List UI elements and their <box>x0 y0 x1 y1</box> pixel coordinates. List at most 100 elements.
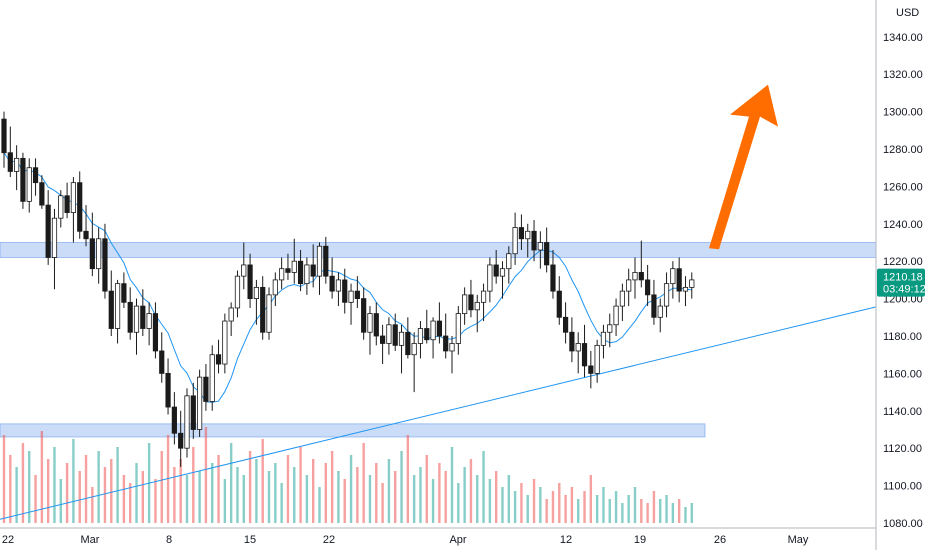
candle-body <box>297 260 304 285</box>
candle <box>190 382 196 439</box>
volume-bar <box>267 471 271 523</box>
candle-body <box>241 264 247 277</box>
time-tick-label: 8 <box>166 534 172 546</box>
candle <box>209 345 215 411</box>
candle <box>556 276 562 325</box>
resistance-zone <box>0 242 877 258</box>
candle-body <box>651 294 657 318</box>
candle <box>411 332 417 393</box>
candle <box>146 302 152 346</box>
moving-average-line <box>3 152 692 403</box>
volume-bar <box>9 455 12 523</box>
candle-body <box>600 331 607 346</box>
candle-body <box>474 301 480 311</box>
forecast-arrow <box>709 84 778 250</box>
candle-body <box>14 157 20 172</box>
volume-bar <box>78 471 81 523</box>
candle-body <box>354 290 360 299</box>
candle <box>83 205 89 247</box>
candle-body <box>424 328 430 341</box>
volume-bar <box>21 443 25 523</box>
volume-bar <box>261 439 264 523</box>
trendline <box>0 306 877 520</box>
candle <box>70 177 77 243</box>
candle-body <box>430 320 436 341</box>
time-axis[interactable]: 22 Mar 8 15 22 Apr 12 19 26 May <box>0 527 876 546</box>
volume-bar <box>280 483 283 523</box>
candle <box>279 257 285 290</box>
volume-bar <box>274 463 277 523</box>
volume-bar <box>431 479 435 523</box>
candle <box>468 279 474 318</box>
candle <box>133 298 140 355</box>
candle <box>689 272 695 299</box>
candle-body <box>83 230 89 240</box>
volume-bar <box>551 491 555 523</box>
candle-body <box>279 268 285 281</box>
candle <box>7 126 13 178</box>
candle-body <box>222 320 228 365</box>
candle-body <box>335 279 342 292</box>
candle-body <box>386 324 392 344</box>
candle <box>241 242 247 290</box>
candle <box>417 321 424 359</box>
candle-body <box>480 290 487 303</box>
candle-body <box>310 264 316 277</box>
candle <box>638 240 644 288</box>
volume-bar <box>583 491 586 523</box>
candle <box>342 268 348 314</box>
candle <box>619 283 625 322</box>
candle-body <box>329 275 335 292</box>
candle <box>361 287 367 340</box>
volume-bar <box>91 487 94 523</box>
candle-body <box>379 335 386 344</box>
volume-bar <box>577 499 580 523</box>
candle <box>386 317 392 355</box>
volume-bar <box>412 475 416 523</box>
volume-bar <box>652 491 656 523</box>
volume-bar <box>614 491 618 523</box>
candle-body <box>417 328 424 344</box>
candle <box>234 270 241 318</box>
candle-body <box>342 279 348 303</box>
candle <box>645 264 651 307</box>
candle <box>367 306 373 355</box>
volume-bar <box>665 495 668 523</box>
price-axis[interactable]: 1080.00 1100.00 1120.00 1140.00 1160.00 1180.… <box>875 0 923 550</box>
candle-body <box>405 331 411 356</box>
candle-body <box>140 305 146 329</box>
candle-body <box>594 344 600 374</box>
candle-body <box>70 182 77 213</box>
candle <box>266 287 272 340</box>
candle-body <box>121 283 127 303</box>
candle <box>171 392 177 445</box>
volume-bar <box>192 447 195 523</box>
volume-bar <box>217 455 220 523</box>
candle-body <box>392 324 398 346</box>
volume-bar <box>97 451 100 523</box>
volume-bar <box>236 467 239 523</box>
volume-bar <box>356 467 359 523</box>
volume-bar <box>173 467 176 523</box>
volume-bar <box>198 471 201 523</box>
volume-bar <box>513 491 517 523</box>
candle <box>222 313 228 374</box>
volume-bar <box>394 471 397 523</box>
candle-body <box>316 245 323 277</box>
candle-body <box>682 286 689 292</box>
volume-bar <box>72 439 75 523</box>
candle <box>676 257 682 303</box>
candle <box>613 298 619 336</box>
candle-body <box>285 268 291 273</box>
candle <box>569 317 575 363</box>
candle-body <box>518 227 525 240</box>
candle <box>304 257 310 295</box>
candle <box>316 242 323 295</box>
price-tick-label: 1280.00 <box>883 144 923 156</box>
volume-bar <box>154 479 157 523</box>
candle-body <box>562 316 569 333</box>
volume-bar <box>633 487 637 523</box>
volume-bar <box>469 459 473 523</box>
